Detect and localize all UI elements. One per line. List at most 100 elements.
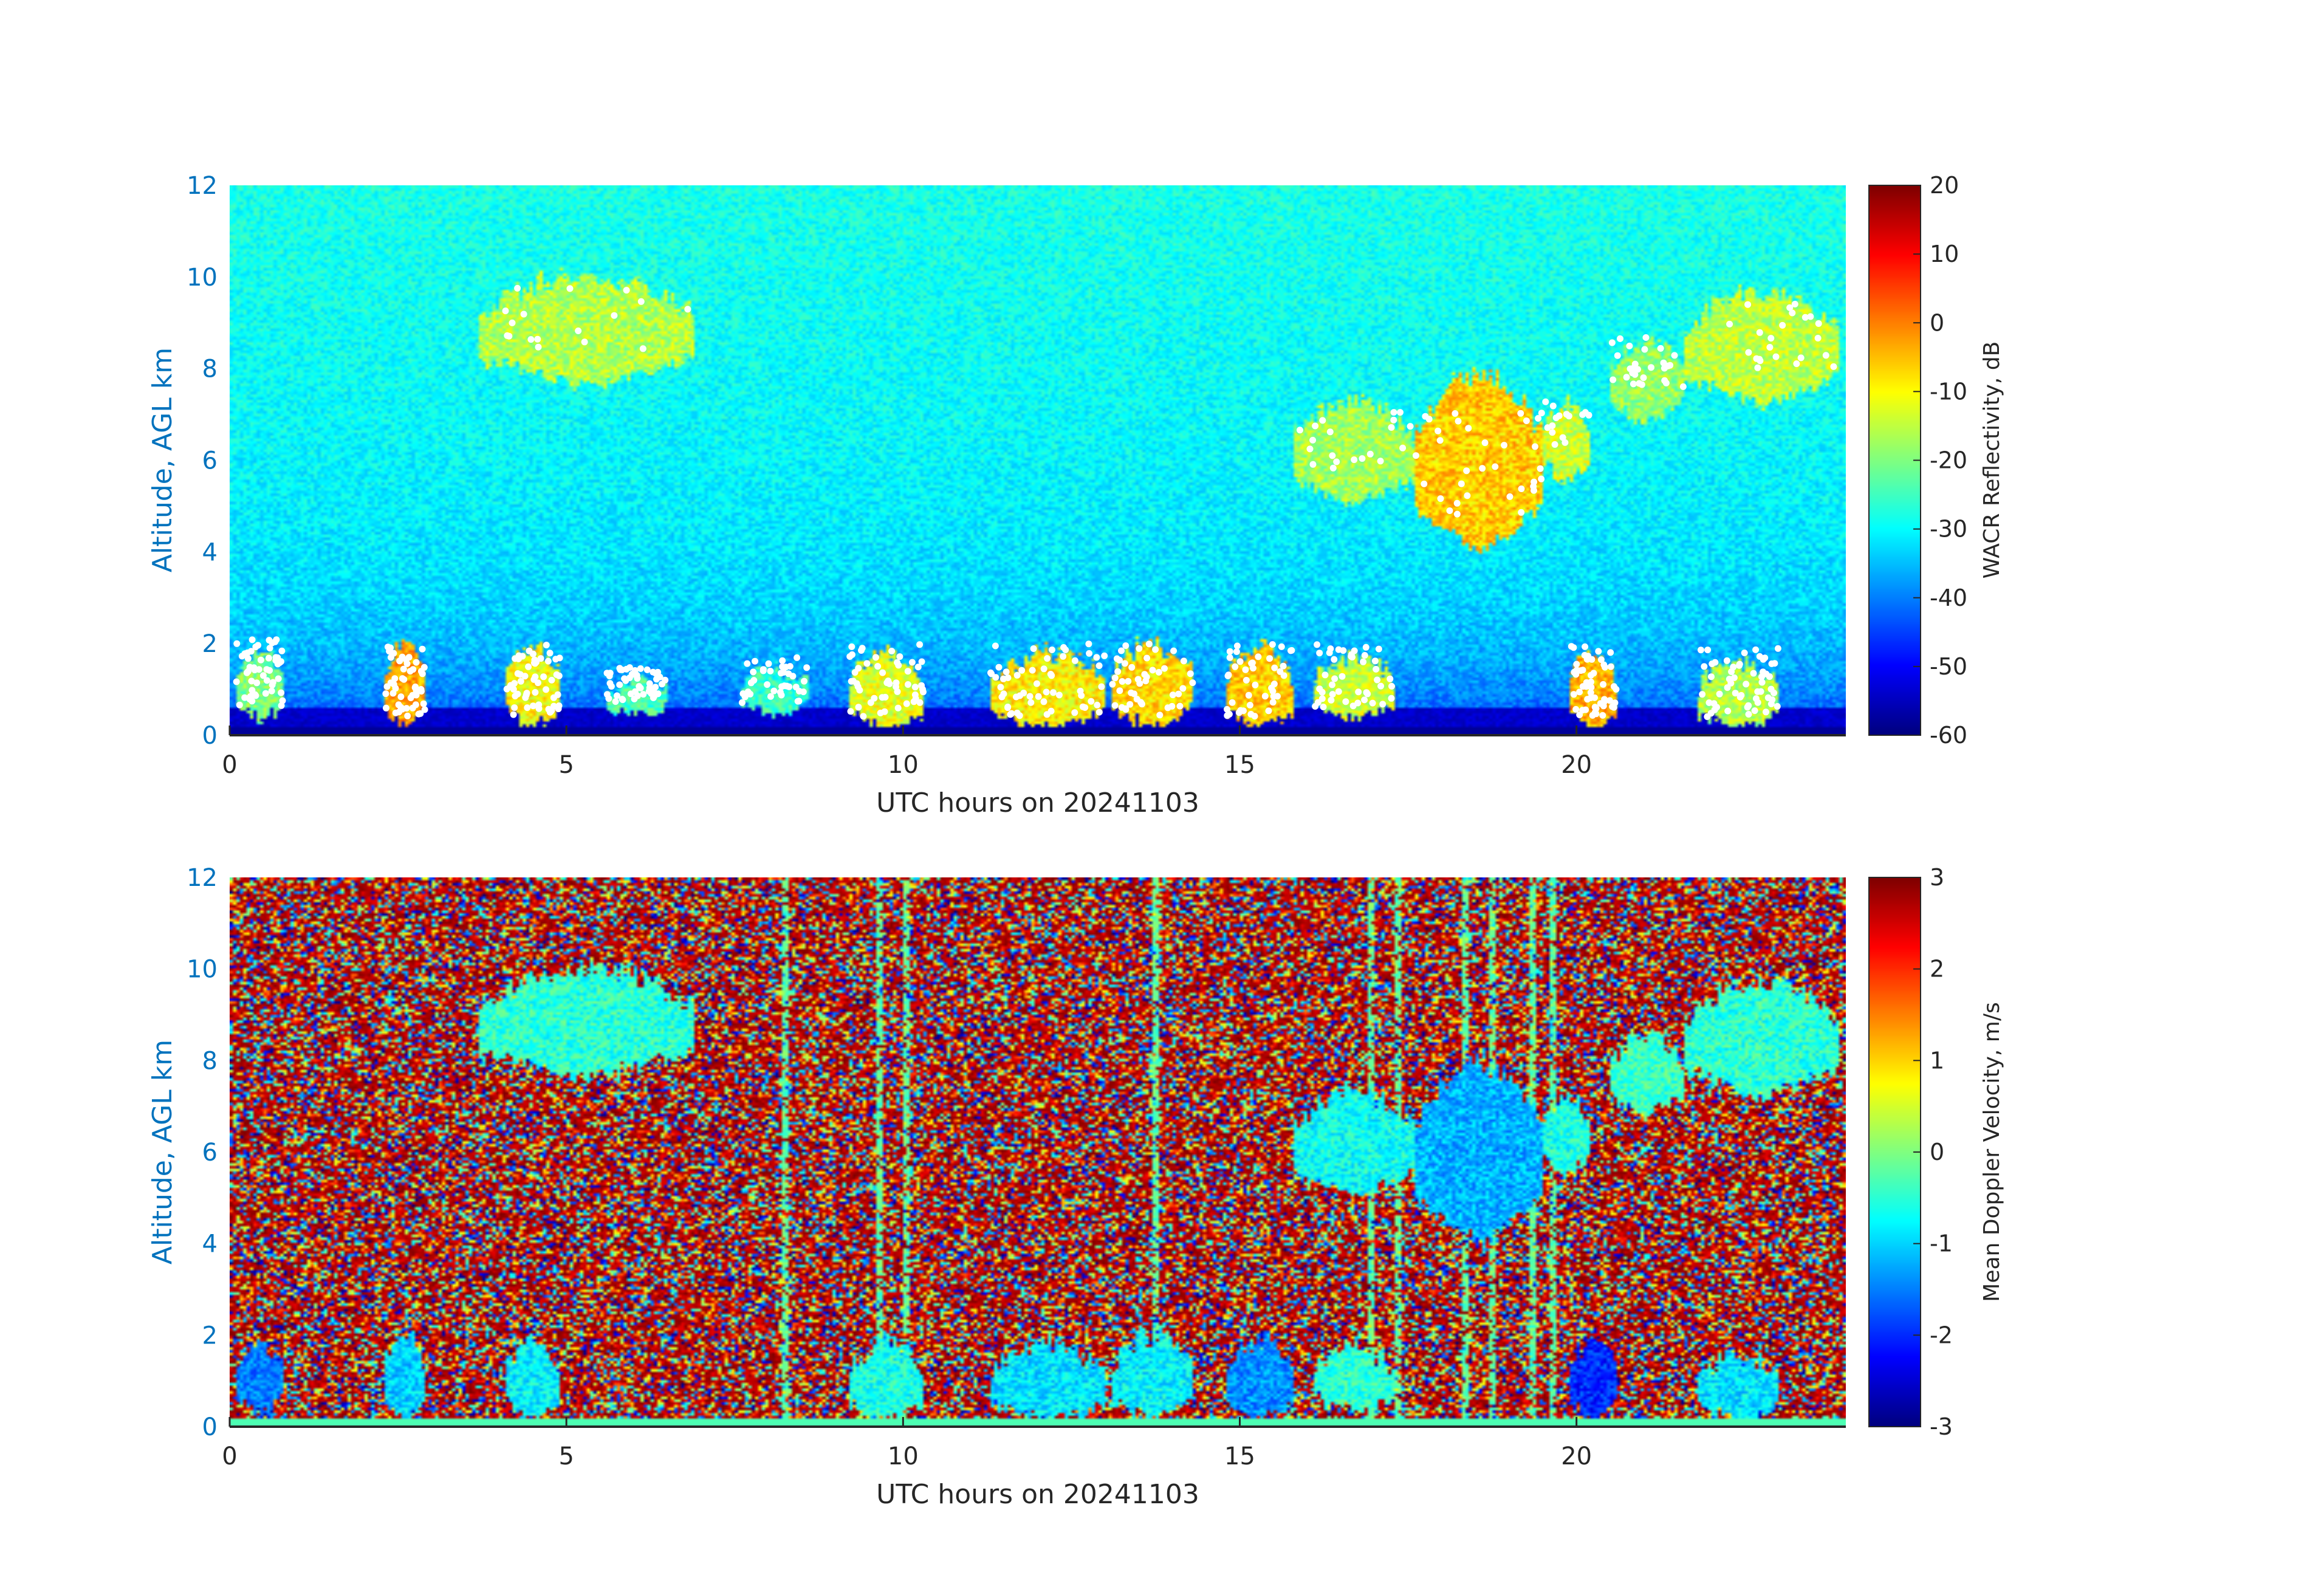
cloud-base-dot bbox=[1329, 691, 1336, 698]
cloud-base-dot bbox=[782, 664, 789, 671]
cloud-base-dot bbox=[540, 673, 547, 681]
cloud-base-dot bbox=[1224, 672, 1232, 679]
cloud-base-dot bbox=[415, 710, 422, 718]
cloud-base-dot bbox=[263, 666, 270, 673]
cloud-base-dot bbox=[637, 684, 644, 691]
cloud-base-dot bbox=[1250, 665, 1256, 672]
cloud-base-dot bbox=[1657, 345, 1664, 352]
cloud-base-dot bbox=[1587, 689, 1594, 696]
colorbar-tick-label: 20 bbox=[1930, 172, 1959, 199]
cloud-base-dot bbox=[531, 656, 538, 664]
cloud-base-dot bbox=[617, 666, 624, 673]
cloud-base-dot bbox=[894, 688, 901, 695]
cloud-base-dot bbox=[1255, 653, 1262, 660]
cloud-base-dot bbox=[255, 666, 262, 673]
cloud-base-dot bbox=[847, 708, 854, 715]
colorbar-ticks: 3 2 1 0 -1 -2 -3 bbox=[1913, 864, 1953, 1440]
cloud-base-dot bbox=[390, 681, 397, 688]
cloud-base-dot bbox=[914, 664, 922, 671]
cloud-base-dot bbox=[1331, 675, 1339, 682]
cloud-base-dot bbox=[1772, 353, 1780, 360]
y-tick-label: 2 bbox=[202, 1322, 218, 1350]
cloud-base-dot bbox=[1570, 691, 1577, 698]
cloud-base-dot bbox=[1095, 662, 1103, 670]
cloud-base-dot bbox=[1269, 688, 1277, 695]
cloud-base-dot bbox=[1265, 707, 1272, 715]
cloud-base-dot bbox=[1269, 699, 1277, 706]
cloud-base-dot bbox=[410, 666, 417, 673]
cloud-base-dot bbox=[1750, 670, 1757, 677]
y-tick-label: 0 bbox=[202, 722, 218, 750]
cloud-base-dot bbox=[1249, 659, 1256, 667]
cloud-base-dot bbox=[848, 643, 855, 650]
cloud-base-dot bbox=[1029, 667, 1036, 674]
y-tick-label: 4 bbox=[202, 538, 218, 566]
colorbar-gradient bbox=[1869, 185, 1921, 735]
cloud-base-dot bbox=[1329, 452, 1336, 459]
axes-reflectivity: 0 5 10 15 20 0 2 4 6 8 10 12 UTC hours on 20241103… bbox=[147, 172, 1846, 818]
cloud-base-dot bbox=[1761, 654, 1769, 662]
cloud-base-dot bbox=[514, 284, 521, 292]
cloud-base-dot bbox=[1452, 410, 1459, 417]
cloud-base-dot bbox=[1446, 507, 1453, 514]
cloud-base-dot bbox=[1793, 360, 1800, 368]
cloud-base-dot bbox=[1640, 374, 1647, 382]
cloud-base-dot bbox=[554, 691, 561, 698]
cloud-base-dot bbox=[524, 704, 531, 712]
cloud-base-dot bbox=[1421, 480, 1428, 487]
cloud-base-dot bbox=[1235, 709, 1243, 716]
cloud-base-dot bbox=[1768, 660, 1775, 667]
cloud-base-dot bbox=[1319, 417, 1326, 424]
cloud-base-dot bbox=[779, 657, 786, 664]
cloud-base-dot bbox=[263, 677, 270, 684]
cloud-base-dot bbox=[908, 659, 916, 666]
cloud-base-dot bbox=[413, 691, 420, 699]
cloud-base-dot bbox=[992, 642, 999, 650]
cloud-base-dot bbox=[1464, 492, 1471, 499]
cloud-base-dot bbox=[1779, 321, 1786, 329]
cloud-base-dot bbox=[1786, 304, 1794, 311]
cloud-base-dot bbox=[249, 698, 256, 705]
cloud-base-dot bbox=[1595, 648, 1602, 655]
cloud-base-dot bbox=[1371, 657, 1379, 665]
cloud-base-dot bbox=[750, 668, 757, 676]
cloud-base-dot bbox=[903, 700, 910, 707]
cloud-base-dot bbox=[1040, 665, 1047, 673]
reflectivity-heatmap bbox=[230, 185, 1846, 735]
colorbar-gradient bbox=[1869, 877, 1921, 1427]
cloud-base-dot bbox=[1629, 369, 1636, 377]
cloud-base-dot bbox=[1807, 313, 1814, 320]
cloud-base-dot bbox=[1169, 691, 1176, 699]
y-tick-label: 10 bbox=[187, 264, 218, 292]
cloud-base-dot bbox=[252, 643, 259, 651]
cloud-base-dot bbox=[634, 692, 641, 699]
colorbar-tick-label: -10 bbox=[1930, 378, 1967, 405]
cloud-base-dot bbox=[535, 343, 542, 351]
cloud-base-dot bbox=[1407, 423, 1414, 430]
cloud-base-dot bbox=[794, 654, 801, 661]
cloud-base-dot bbox=[522, 694, 529, 701]
cloud-base-dot bbox=[1320, 704, 1327, 710]
cloud-base-dot bbox=[382, 690, 389, 698]
cloud-base-dot bbox=[603, 691, 611, 698]
colorbar-tick-label: -2 bbox=[1930, 1322, 1953, 1348]
x-tick-label: 20 bbox=[1561, 751, 1592, 779]
cloud-base-dot bbox=[1711, 706, 1718, 713]
cloud-base-dot bbox=[1122, 706, 1129, 713]
cloud-base-dot bbox=[1542, 398, 1549, 405]
cloud-base-dot bbox=[1351, 456, 1358, 464]
cloud-base-dot bbox=[1180, 657, 1187, 665]
cloud-base-dot bbox=[738, 699, 746, 706]
cloud-base-dot bbox=[619, 696, 626, 704]
colorbar-tick-label: 10 bbox=[1930, 241, 1959, 267]
cloud-base-dot bbox=[1437, 495, 1444, 503]
cloud-base-dot bbox=[1458, 480, 1465, 487]
cloud-base-dot bbox=[1348, 653, 1355, 660]
cloud-base-dot bbox=[1035, 693, 1042, 700]
cloud-base-dot bbox=[581, 338, 588, 346]
cloud-base-dot bbox=[1081, 704, 1089, 711]
cloud-base-dot bbox=[1155, 668, 1162, 676]
x-tick-label: 20 bbox=[1561, 1442, 1592, 1470]
cloud-base-dot bbox=[1754, 699, 1761, 706]
